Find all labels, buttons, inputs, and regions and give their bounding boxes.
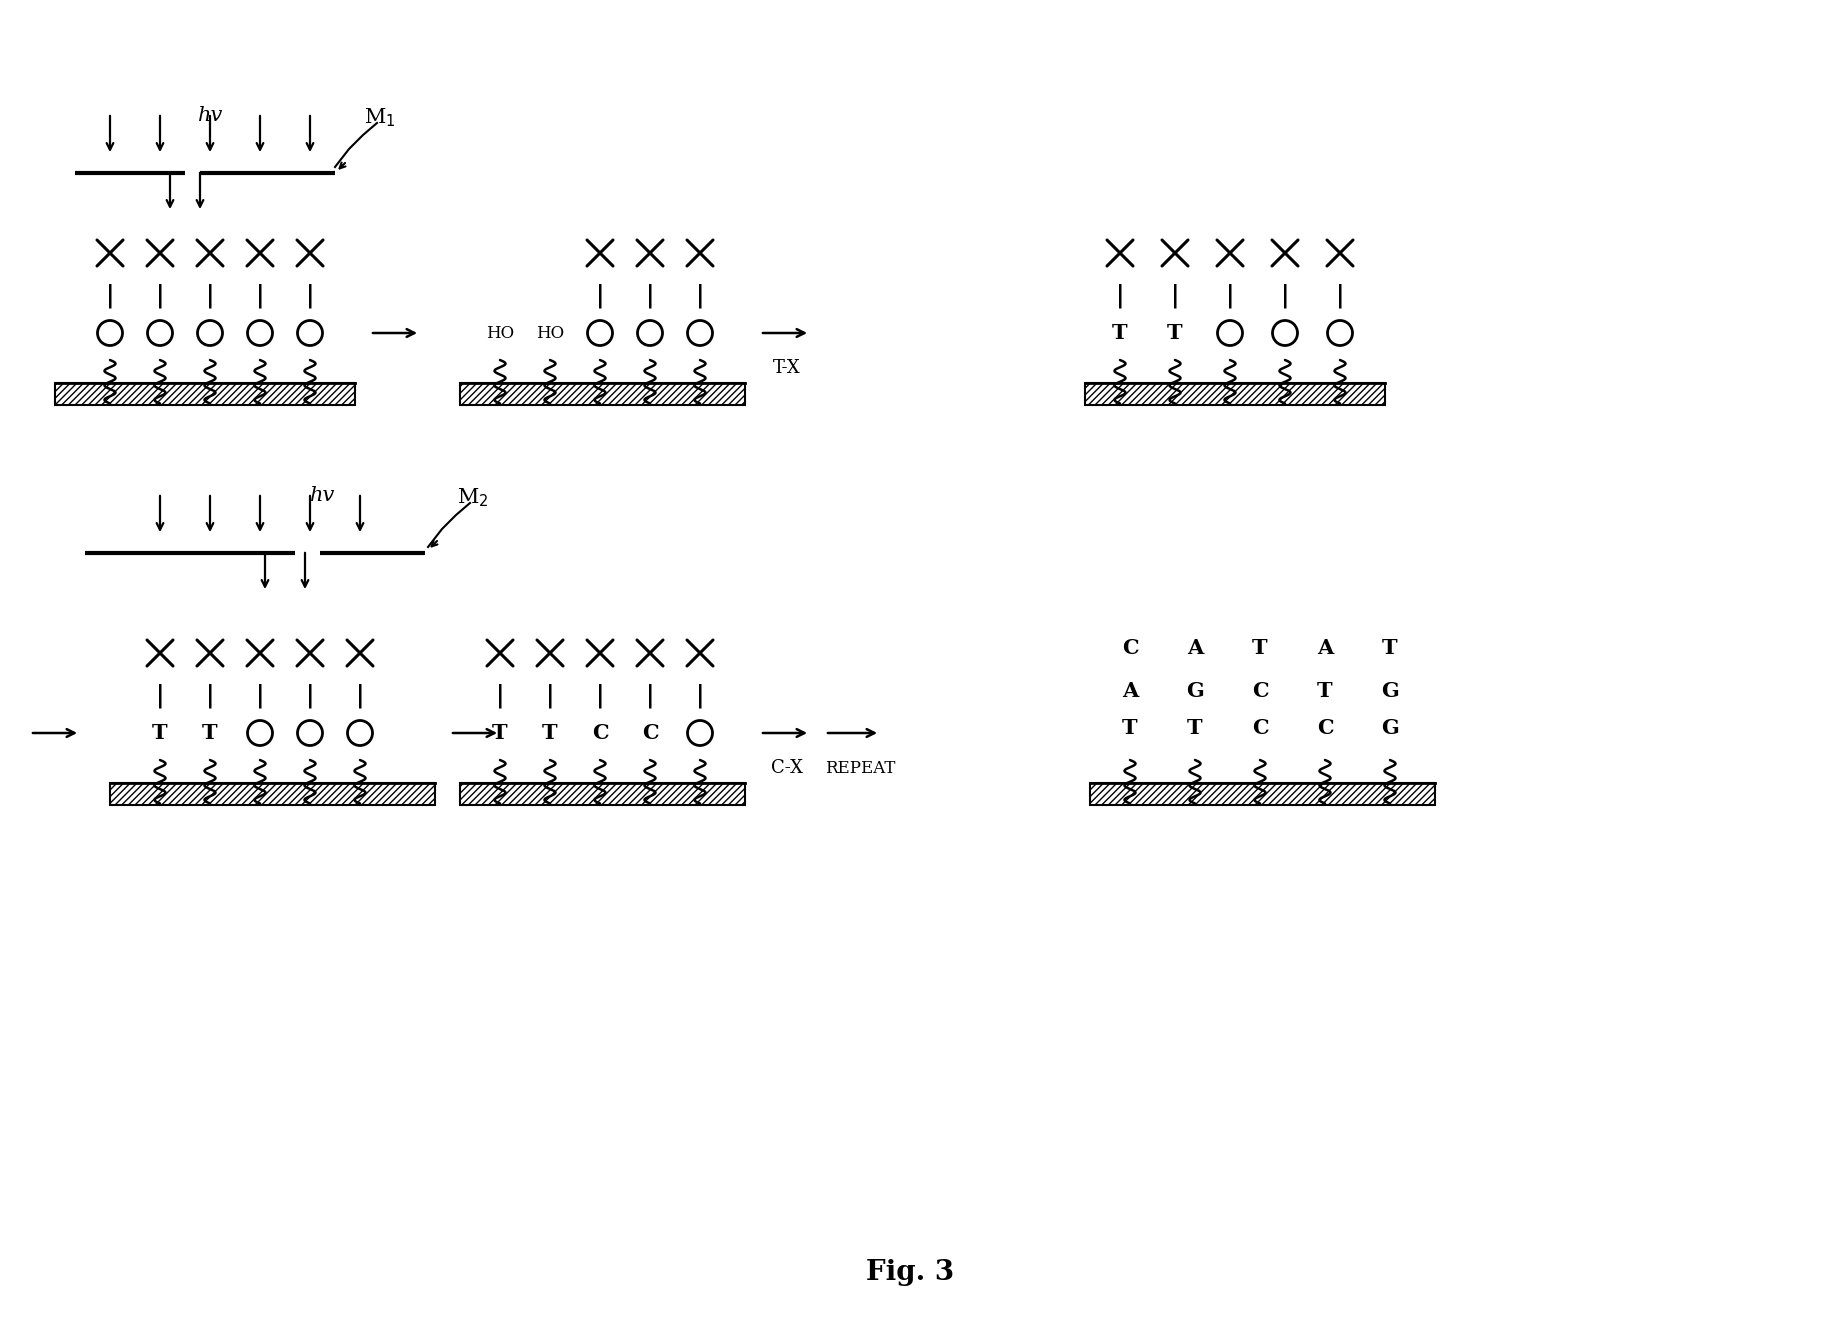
Text: |: | bbox=[256, 284, 265, 308]
Text: |: | bbox=[155, 684, 164, 708]
Text: T-X: T-X bbox=[772, 359, 802, 377]
Text: T: T bbox=[1167, 322, 1183, 343]
Bar bbox=[110, 783, 435, 805]
Text: A: A bbox=[1187, 638, 1203, 658]
Text: C: C bbox=[1317, 719, 1333, 739]
Text: G: G bbox=[1380, 681, 1399, 701]
Text: T: T bbox=[1253, 638, 1267, 658]
Text: |: | bbox=[305, 284, 314, 308]
Text: |: | bbox=[106, 284, 115, 308]
Text: |: | bbox=[305, 684, 314, 708]
Text: |: | bbox=[356, 684, 365, 708]
Text: |: | bbox=[696, 284, 705, 308]
Text: |: | bbox=[646, 284, 654, 308]
Text: |: | bbox=[1335, 284, 1344, 308]
Text: T: T bbox=[493, 723, 508, 743]
Bar bbox=[460, 383, 745, 405]
Text: T: T bbox=[1187, 719, 1203, 739]
Text: |: | bbox=[495, 684, 504, 708]
Text: G: G bbox=[1187, 681, 1203, 701]
Text: |: | bbox=[696, 684, 705, 708]
Text: |: | bbox=[595, 684, 604, 708]
Text: T: T bbox=[203, 723, 217, 743]
Text: hv: hv bbox=[310, 486, 336, 504]
Bar bbox=[1085, 383, 1384, 405]
Text: C-X: C-X bbox=[771, 759, 803, 777]
Text: G: G bbox=[1380, 719, 1399, 739]
Bar bbox=[460, 783, 745, 805]
Text: T: T bbox=[1112, 322, 1128, 343]
Text: T: T bbox=[1123, 719, 1138, 739]
Text: |: | bbox=[155, 284, 164, 308]
Text: C: C bbox=[1251, 719, 1269, 739]
Text: Fig. 3: Fig. 3 bbox=[866, 1259, 953, 1287]
Text: |: | bbox=[546, 684, 555, 708]
Text: hv: hv bbox=[197, 106, 223, 124]
Text: |: | bbox=[1170, 284, 1180, 308]
Bar bbox=[1090, 783, 1435, 805]
Bar bbox=[55, 383, 354, 405]
Text: T: T bbox=[1317, 681, 1333, 701]
Text: T: T bbox=[152, 723, 168, 743]
Text: C: C bbox=[1121, 638, 1138, 658]
Text: |: | bbox=[206, 284, 214, 308]
Text: C: C bbox=[641, 723, 659, 743]
Text: A: A bbox=[1121, 681, 1138, 701]
Text: M$_1$: M$_1$ bbox=[363, 107, 396, 130]
Text: REPEAT: REPEAT bbox=[825, 760, 895, 776]
Text: |: | bbox=[256, 684, 265, 708]
Text: C: C bbox=[592, 723, 608, 743]
Text: HO: HO bbox=[486, 325, 515, 341]
Text: T: T bbox=[1382, 638, 1399, 658]
Text: |: | bbox=[1225, 284, 1234, 308]
Text: T: T bbox=[542, 723, 557, 743]
Text: A: A bbox=[1317, 638, 1333, 658]
Text: HO: HO bbox=[537, 325, 564, 341]
Text: |: | bbox=[1116, 284, 1125, 308]
Text: |: | bbox=[646, 684, 654, 708]
Text: M$_2$: M$_2$ bbox=[456, 487, 489, 510]
Text: |: | bbox=[595, 284, 604, 308]
Text: |: | bbox=[206, 684, 214, 708]
Text: C: C bbox=[1251, 681, 1269, 701]
Text: |: | bbox=[1280, 284, 1289, 308]
